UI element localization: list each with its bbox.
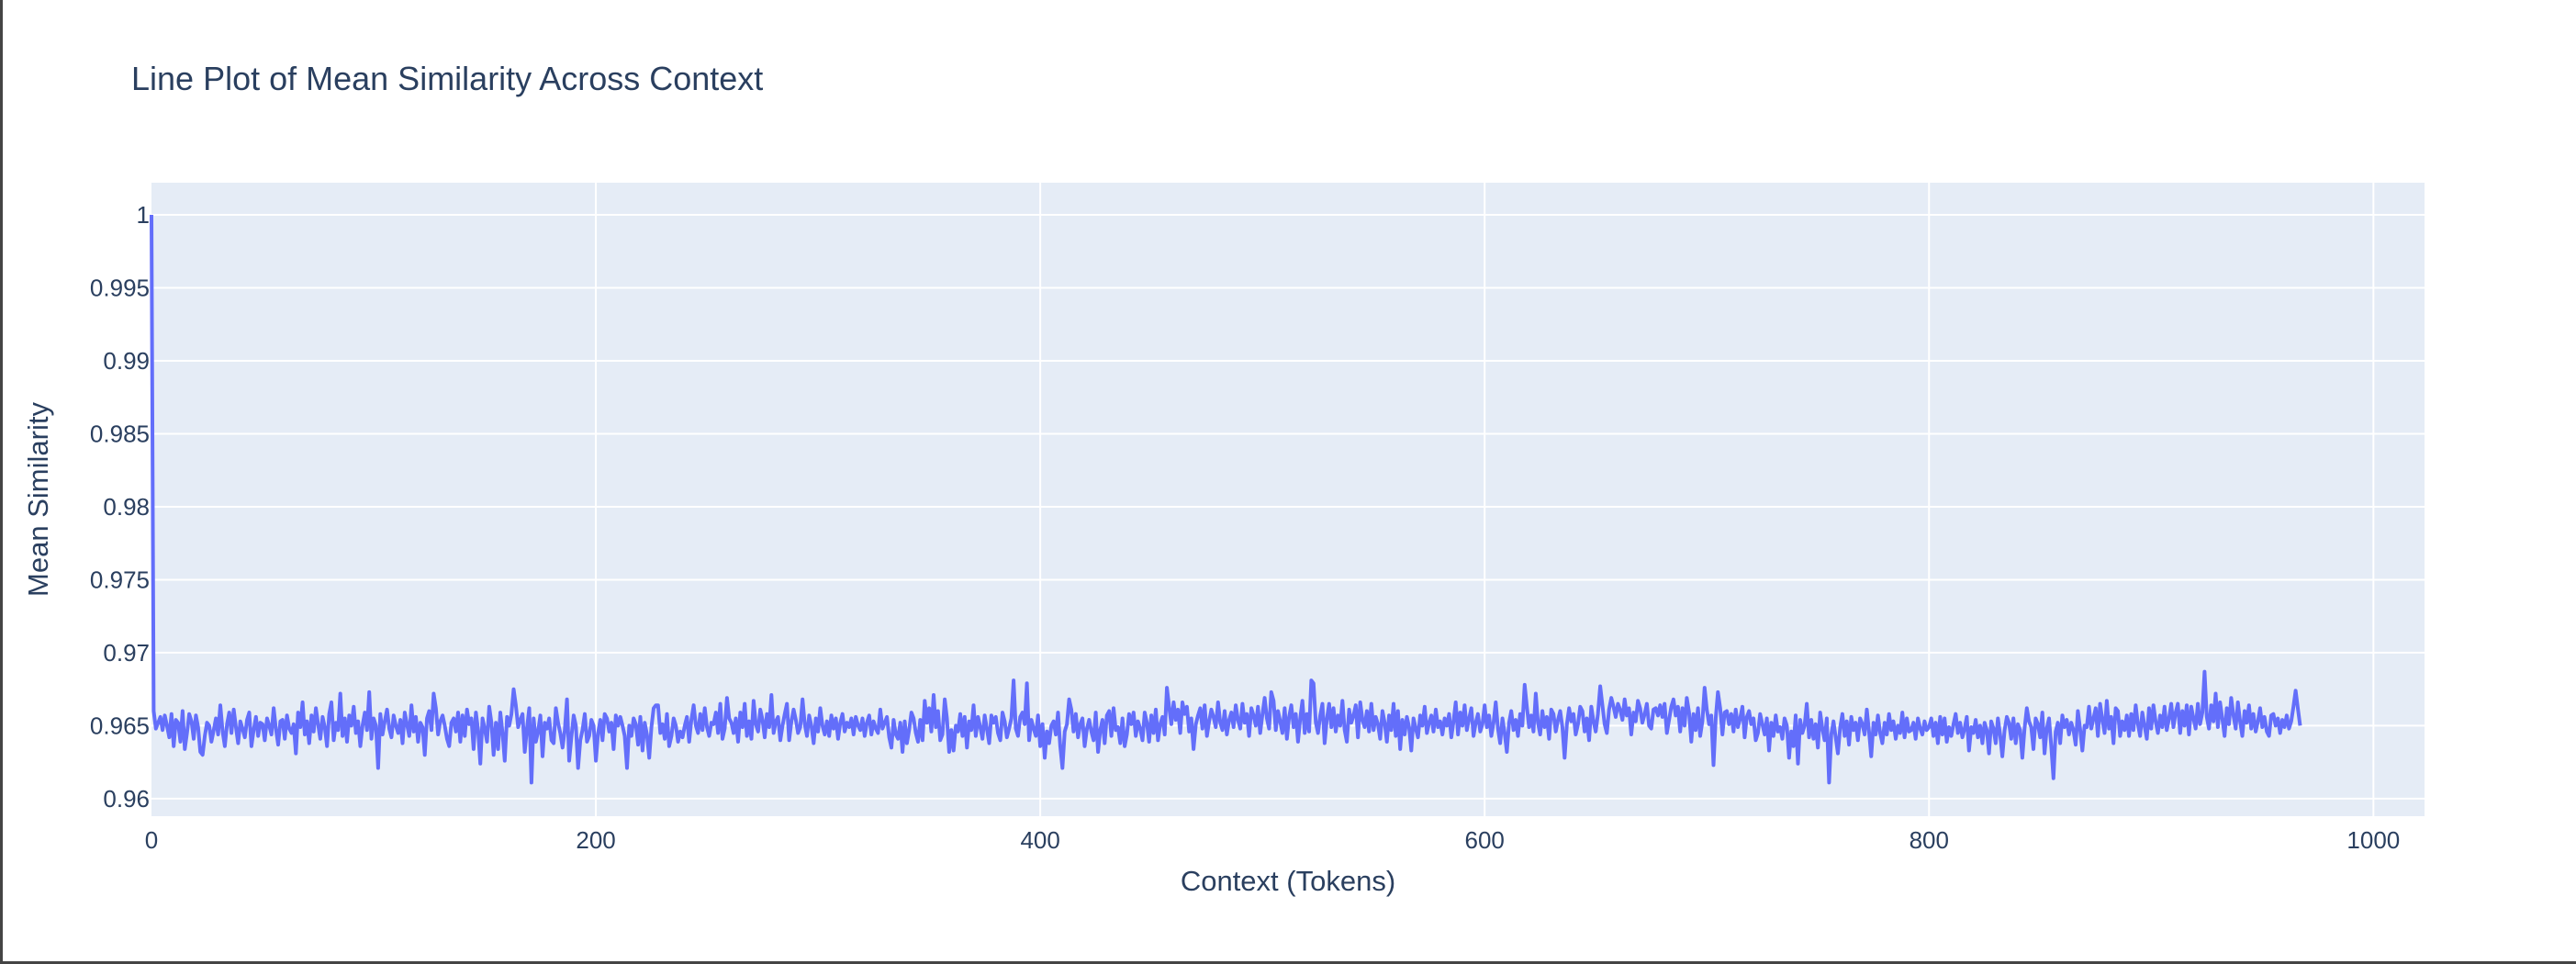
chart-title: Line Plot of Mean Similarity Across Cont… — [131, 60, 763, 97]
y-tick-label: 0.96 — [103, 785, 150, 813]
series-line-mean-similarity — [150, 214, 2302, 785]
x-tick-label: 0 — [145, 826, 158, 854]
y-tick-label: 0.995 — [90, 274, 150, 301]
x-tick-label: 800 — [1910, 826, 1949, 854]
y-tick-label: 0.97 — [103, 639, 150, 667]
x-axis-ticks: 0 200 400 600 800 1000 — [145, 826, 2400, 854]
x-axis-title: Context (Tokens) — [1181, 865, 1395, 897]
y-tick-label: 0.985 — [90, 420, 150, 447]
x-tick-label: 600 — [1465, 826, 1505, 854]
y-tick-label: 0.99 — [103, 347, 150, 375]
y-tick-label: 0.98 — [103, 493, 150, 521]
y-axis-ticks: 0.96 0.965 0.97 0.975 0.98 0.985 0.99 0.995 1 — [90, 201, 150, 813]
y-axis-title: Mean Similarity — [22, 402, 54, 597]
x-tick-label: 200 — [576, 826, 615, 854]
x-tick-label: 400 — [1020, 826, 1059, 854]
x-tick-label: 1000 — [2346, 826, 2400, 854]
y-tick-label: 0.965 — [90, 712, 150, 739]
y-tick-label: 0.975 — [90, 566, 150, 593]
y-tick-label: 1 — [137, 201, 150, 229]
